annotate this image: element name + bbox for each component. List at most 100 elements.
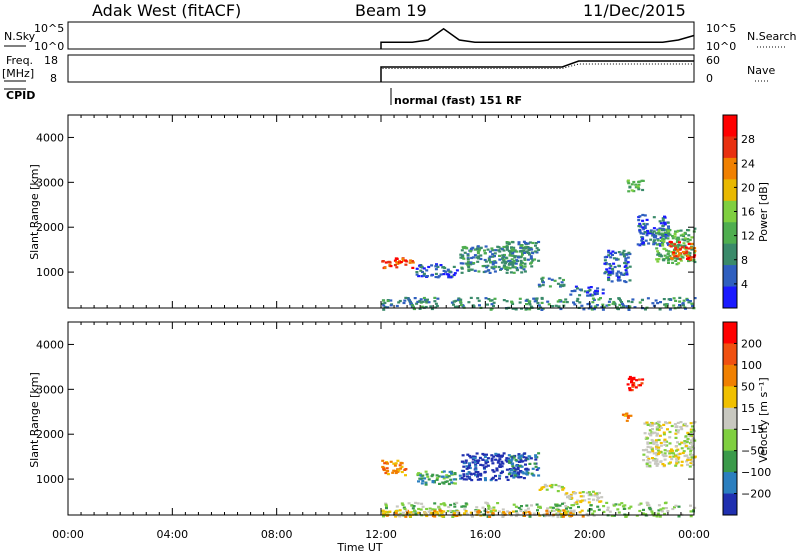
velocity-cell-2-125 bbox=[488, 515, 492, 518]
velocity-cell-1-46 bbox=[689, 515, 693, 518]
power-cell-3-15 bbox=[476, 260, 480, 263]
velocity-cell-7-31 bbox=[587, 498, 591, 501]
velocity-cell-4-92 bbox=[462, 475, 466, 478]
velocity-cell-1-236 bbox=[460, 505, 464, 508]
power-cell-1-16 bbox=[476, 297, 480, 300]
velocity-cell-7-41 bbox=[568, 497, 572, 500]
velocity-cell-4-148 bbox=[490, 459, 494, 462]
power-cell-8-69 bbox=[640, 239, 644, 242]
velocity-cell-3-57 bbox=[452, 478, 456, 481]
power-cell-2-37 bbox=[442, 266, 445, 269]
velocity-cell-9-86 bbox=[655, 452, 659, 455]
power-cell-8-49 bbox=[666, 242, 670, 245]
nave-series-line bbox=[380, 63, 694, 82]
power-cell-11-33 bbox=[627, 251, 631, 254]
power-cell-2-19 bbox=[447, 273, 451, 276]
velocity-cell-2-88 bbox=[405, 510, 408, 513]
power-cell-1-57 bbox=[682, 304, 685, 307]
power-cell-11-45 bbox=[609, 252, 613, 255]
velocity-cell-4-149 bbox=[498, 465, 502, 468]
power-cell-11-57 bbox=[608, 273, 612, 277]
power-cell-2-54 bbox=[425, 269, 429, 272]
velocity-cell-4-47 bbox=[517, 476, 521, 479]
velocity-cell-1-89 bbox=[463, 505, 467, 508]
velocity-cell-4-59 bbox=[473, 459, 477, 462]
velocity-cell-1-204 bbox=[413, 509, 416, 512]
velocity-cell-5-25 bbox=[531, 467, 535, 470]
power-cell-2-5 bbox=[452, 273, 456, 277]
power-cell-3-157 bbox=[483, 264, 487, 268]
power-cell-9-12 bbox=[663, 254, 667, 257]
power-cell-5-17 bbox=[547, 277, 551, 280]
power-cell-3-20 bbox=[493, 255, 496, 258]
power-cell-4-11 bbox=[523, 265, 527, 268]
velocity-cell-6-11 bbox=[540, 486, 544, 489]
velocity-cell-5-4 bbox=[507, 458, 511, 461]
power-cell-6-16 bbox=[591, 294, 595, 297]
velocity-cell-9-2 bbox=[689, 422, 693, 425]
velocity-cell-1-66 bbox=[617, 511, 621, 514]
velocity-cell-0-31 bbox=[386, 473, 390, 476]
power-cell-3-166 bbox=[523, 258, 527, 261]
velocity-cell-7-20 bbox=[579, 500, 583, 504]
power-cell-1-35 bbox=[453, 305, 457, 308]
velocity-cell-9-181 bbox=[662, 433, 666, 436]
power-cell-10-44 bbox=[668, 240, 672, 243]
power-cbar-label-5: 8 bbox=[741, 254, 748, 267]
velocity-cell-2-94 bbox=[544, 514, 548, 517]
power-cell-9-41 bbox=[671, 235, 674, 238]
power-cell-11-54 bbox=[622, 249, 626, 252]
velocity-cell-5-66 bbox=[534, 458, 538, 461]
velocity-cell-9-198 bbox=[663, 438, 667, 441]
velocity-cell-9-182 bbox=[690, 454, 694, 457]
velocity-cell-9-38 bbox=[689, 428, 693, 431]
velocity-cell-1-221 bbox=[484, 508, 488, 512]
velocity-cell-1-113 bbox=[638, 509, 642, 513]
power-cell-7-14 bbox=[636, 186, 640, 189]
velocity-cell-2-53 bbox=[417, 511, 421, 514]
power-cell-8-27 bbox=[666, 234, 670, 237]
velocity-cell-9-184 bbox=[688, 465, 692, 468]
power-cell-1-52 bbox=[607, 303, 611, 307]
velocity-cell-1-90 bbox=[566, 510, 570, 513]
velocity-cell-9-92 bbox=[683, 454, 687, 458]
power-cell-8-65 bbox=[658, 242, 662, 246]
power-cell-1-144 bbox=[433, 300, 437, 303]
velocity-cell-0-14 bbox=[394, 471, 398, 475]
power-cell-8-60 bbox=[643, 214, 647, 217]
power-cell-3-110 bbox=[509, 271, 513, 274]
velocity-cell-5-58 bbox=[523, 452, 527, 455]
power-cell-10-11 bbox=[693, 247, 697, 250]
power-cell-1-10 bbox=[415, 302, 419, 305]
velocity-cell-4-135 bbox=[462, 465, 466, 468]
velocity-cell-1-47 bbox=[484, 501, 488, 504]
power-cell-1-93 bbox=[526, 299, 530, 302]
velocity-cell-9-133 bbox=[674, 464, 678, 467]
nsearch-label: N.Search bbox=[747, 30, 797, 43]
velocity-cell-1-207 bbox=[442, 502, 446, 505]
velocity-cell-1-173 bbox=[657, 509, 661, 512]
power-cell-3-136 bbox=[494, 261, 498, 264]
velocity-cell-9-131 bbox=[650, 438, 654, 442]
velocity-cell-1-58 bbox=[577, 505, 580, 509]
velocity-cell-1-232 bbox=[677, 515, 681, 518]
velocity-cell-1-242 bbox=[530, 504, 533, 507]
power-cell-1-88 bbox=[426, 298, 429, 301]
velocity-cell-2-120 bbox=[506, 510, 510, 513]
power-cell-8-57 bbox=[638, 215, 642, 218]
velocity-cell-8-1 bbox=[631, 385, 635, 388]
velocity-cell-1-169 bbox=[535, 503, 539, 506]
power-cell-9-138 bbox=[693, 227, 697, 230]
velocity-cell-3-3 bbox=[435, 477, 439, 480]
velocity-cell-4-83 bbox=[517, 453, 521, 456]
power-cell-1-26 bbox=[554, 304, 558, 307]
velocity-cell-9-104 bbox=[674, 449, 678, 452]
power-cell-2-3 bbox=[430, 264, 434, 267]
velocity-cell-8-0 bbox=[635, 379, 639, 382]
power-cell-1-133 bbox=[678, 296, 682, 299]
power-cell-4-24 bbox=[511, 263, 515, 266]
power-cell-4-39 bbox=[530, 261, 534, 264]
power-cell-10-33 bbox=[684, 251, 688, 255]
power-cell-11-47 bbox=[611, 272, 615, 275]
velocity-cell-0-6 bbox=[392, 469, 396, 472]
